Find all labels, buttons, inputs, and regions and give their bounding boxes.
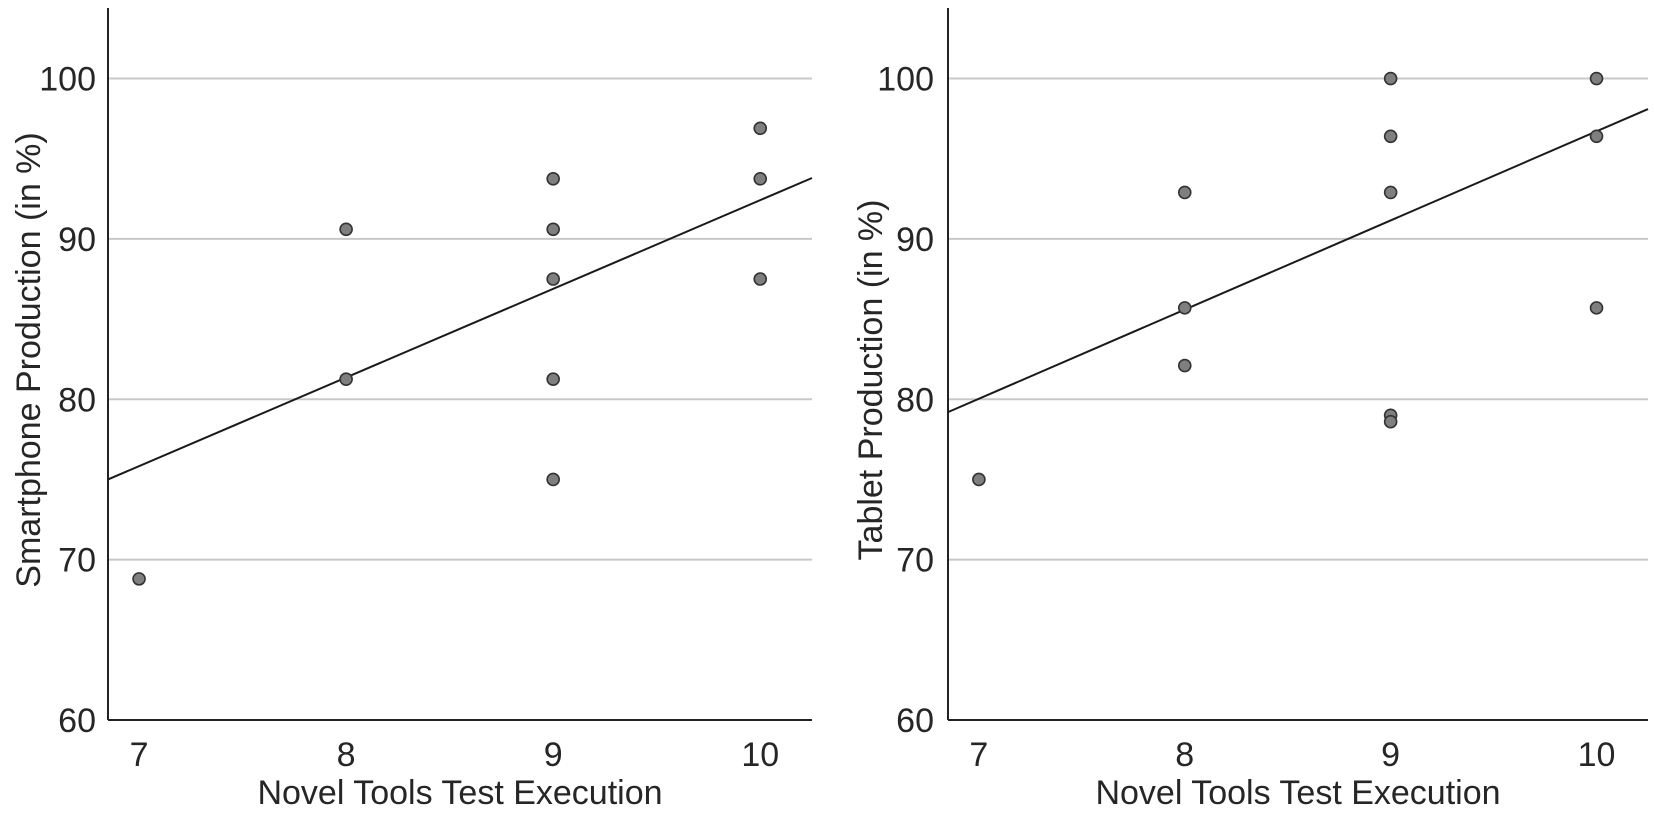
regression-line — [947, 108, 1649, 414]
data-point — [1383, 185, 1398, 200]
data-point — [1589, 301, 1604, 315]
y-tick-label: 70 — [58, 542, 96, 580]
chart-panel-2: 60 70 80 90 100 7 8 9 10 Novel Tools Test Executi… — [852, 8, 1649, 812]
y-axis-title: Tablet Production (in %) — [852, 200, 890, 561]
y-axis-title: Smartphone Production (in %) — [10, 132, 48, 587]
x-tick-label: 7 — [130, 736, 149, 774]
data-point — [1177, 358, 1192, 373]
y-tick-label: 60 — [896, 702, 934, 740]
x-tick-label: 9 — [1381, 736, 1400, 774]
data-point — [546, 222, 560, 237]
y-tick-label: 80 — [58, 381, 96, 419]
y-tick-label: 80 — [896, 381, 934, 419]
y-tick-label: 60 — [58, 702, 96, 740]
data-point — [1383, 129, 1398, 144]
x-tick-label: 10 — [741, 736, 779, 774]
data-point — [132, 572, 146, 586]
y-tick-label: 100 — [877, 61, 934, 99]
x-tick-label: 10 — [1578, 736, 1616, 774]
data-point — [1177, 301, 1192, 315]
data-point — [339, 372, 353, 387]
y-tick-label: 90 — [896, 221, 934, 259]
data-point — [753, 121, 768, 136]
data-point — [546, 472, 560, 487]
data-point — [546, 272, 560, 286]
x-tick-label: 8 — [1175, 736, 1194, 774]
x-tick-label: 8 — [337, 736, 356, 774]
data-point — [753, 272, 768, 286]
data-point — [546, 171, 560, 186]
regression-line — [107, 177, 813, 481]
x-axis-title: Novel Tools Test Execution — [257, 774, 662, 812]
data-point — [339, 222, 353, 237]
x-axis-title: Novel Tools Test Execution — [1095, 774, 1500, 812]
chart-panel-1: 60 70 80 90 100 7 8 9 10 Novel Tools Test Executi… — [10, 8, 813, 812]
y-tick-label: 70 — [896, 542, 934, 580]
y-tick-label: 90 — [58, 221, 96, 259]
data-point — [1589, 71, 1604, 86]
data-point — [1589, 129, 1604, 144]
data-point — [546, 372, 560, 387]
data-point — [1383, 71, 1398, 86]
data-point — [972, 472, 986, 487]
data-point — [1383, 414, 1398, 429]
x-tick-label: 7 — [969, 736, 988, 774]
data-point — [1177, 185, 1192, 200]
y-tick-label: 100 — [39, 61, 96, 99]
x-tick-label: 9 — [544, 736, 563, 774]
data-point — [753, 171, 768, 186]
